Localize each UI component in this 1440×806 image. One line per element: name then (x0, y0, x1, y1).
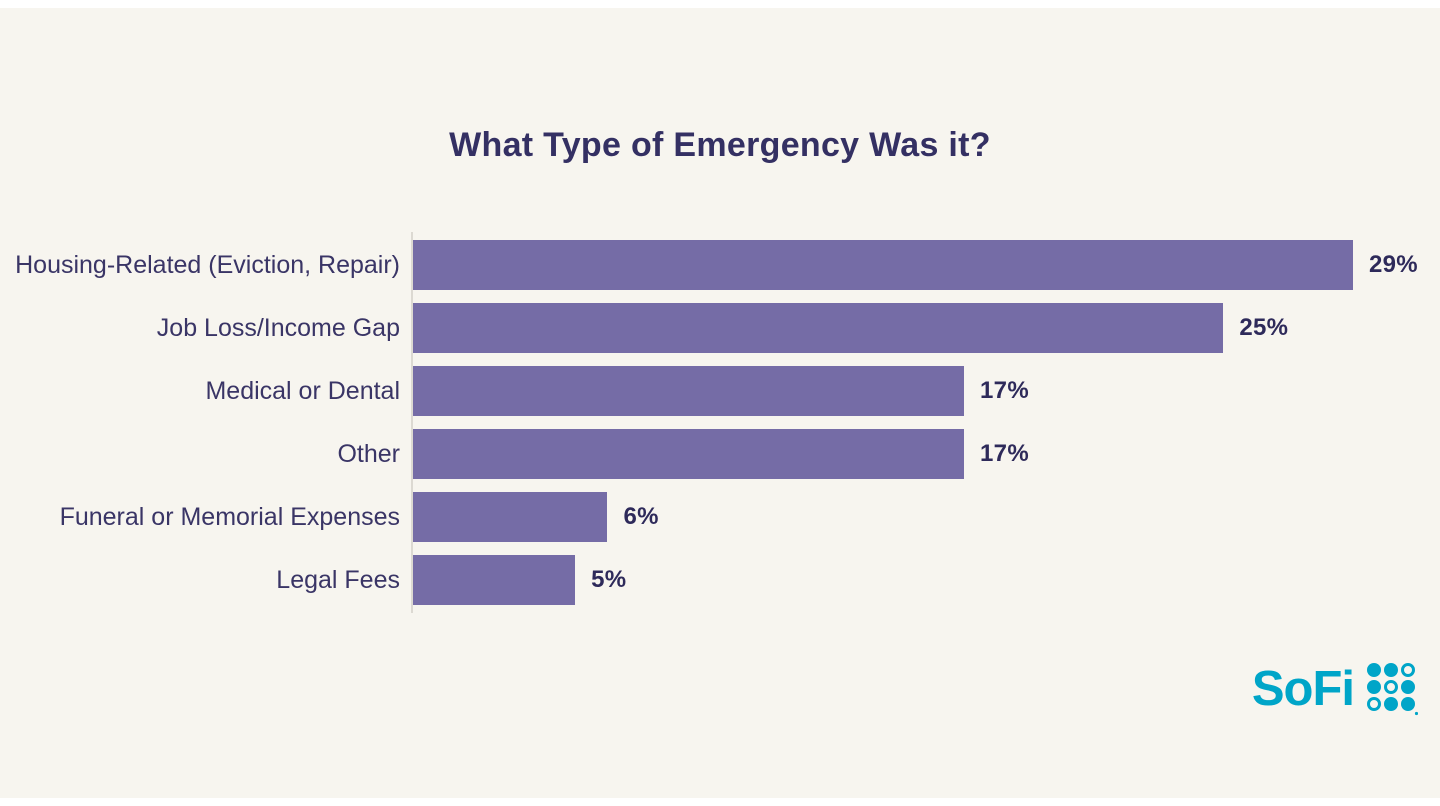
value-label: 17% (980, 377, 1029, 404)
bar (413, 429, 965, 479)
category-label: Medical or Dental (205, 376, 400, 405)
bar-row-other: Other 17% (0, 429, 1440, 479)
bar (413, 240, 1353, 290)
sofi-logo: SoFi (1252, 662, 1418, 716)
category-label: Legal Fees (276, 565, 400, 594)
bar (413, 303, 1224, 353)
bar-row-legal: Legal Fees 5% (0, 555, 1440, 605)
category-label: Housing-Related (Eviction, Repair) (15, 250, 400, 279)
value-label: 6% (623, 503, 659, 530)
bar-row-job-loss: Job Loss/Income Gap 25% (0, 303, 1440, 353)
sofi-dot-grid-icon (1367, 663, 1418, 716)
category-label: Job Loss/Income Gap (156, 313, 400, 342)
sofi-logo-text: SoFi (1251, 661, 1355, 716)
bar-rows: Housing-Related (Eviction, Repair) 29% J… (0, 240, 1440, 618)
value-label: 17% (980, 440, 1029, 467)
bar (413, 366, 965, 416)
category-label: Other (337, 439, 400, 468)
category-label: Funeral or Memorial Expenses (59, 502, 400, 531)
infographic-background: What Type of Emergency Was it? Housing-R… (0, 8, 1440, 798)
bar (413, 492, 608, 542)
value-label: 29% (1369, 251, 1418, 278)
bar-row-funeral: Funeral or Memorial Expenses 6% (0, 492, 1440, 542)
bar (413, 555, 576, 605)
chart-title: What Type of Emergency Was it? (449, 126, 991, 164)
bar-row-medical: Medical or Dental 17% (0, 366, 1440, 416)
value-label: 25% (1239, 314, 1289, 341)
bar-row-housing: Housing-Related (Eviction, Repair) 29% (0, 240, 1440, 290)
value-label: 5% (591, 566, 627, 593)
y-axis-line (411, 232, 413, 613)
